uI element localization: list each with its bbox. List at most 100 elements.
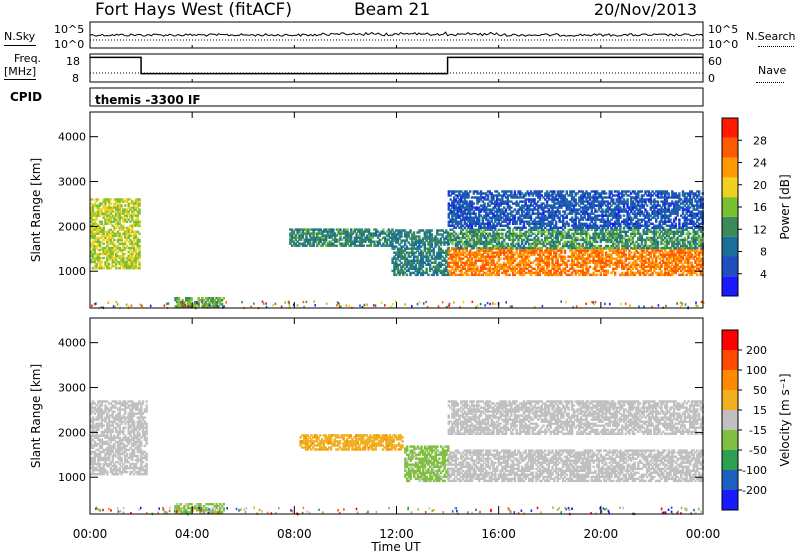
colorbar-cell — [722, 157, 738, 178]
colorbar-tick-label: 16 — [753, 201, 767, 214]
beam-title: Beam 21 — [354, 0, 431, 20]
colorbar-cell — [722, 410, 738, 430]
power-data — [90, 190, 705, 310]
nsearch-tick-low: 10^0 — [708, 38, 739, 51]
colorbar-tick-label: -100 — [742, 464, 767, 477]
freq-underline — [4, 79, 36, 80]
nave-tick-low: 0 — [708, 72, 715, 85]
x-tick-label: 08:00 — [277, 527, 312, 541]
velocity-colorbar-label: Velocity [m s⁻¹] — [778, 373, 792, 466]
colorbar-cell — [722, 330, 738, 350]
colorbar-tick-label: -200 — [742, 484, 767, 497]
colorbar-cell — [722, 370, 738, 390]
y-tick-label: 2000 — [58, 426, 86, 439]
velocity-yticks: 1000 2000 3000 4000 — [58, 337, 703, 484]
y-tick-label: 2000 — [58, 220, 86, 233]
colorbar-tick-label: 4 — [760, 268, 767, 281]
x-tick-label: 00:00 — [73, 527, 108, 541]
y-tick-label: 1000 — [58, 265, 86, 278]
colorbar-tick-label: -50 — [749, 444, 767, 457]
cpid-program: themis -3300 IF — [95, 93, 201, 107]
velocity-region-0 — [90, 400, 148, 476]
date-title: 20/Nov/2013 — [593, 0, 697, 19]
y-tick-label: 1000 — [58, 471, 86, 484]
colorbar-cell — [722, 350, 738, 370]
colorbar-cell — [722, 236, 738, 257]
colorbar-tick-label: 15 — [753, 404, 767, 417]
power-colorbar-label: Power [dB] — [778, 174, 792, 239]
power-colorbar-cells — [722, 118, 738, 296]
colorbar-cell — [722, 276, 738, 296]
power-ylabel: Slant Range [km] — [29, 158, 43, 262]
colorbar-cell — [722, 490, 738, 510]
power-colorbar-labels: 4 8 12 16 20 24 28 — [738, 134, 767, 281]
freq-trace — [90, 56, 703, 75]
nsearch-tick-high: 10^5 — [708, 23, 739, 36]
colorbar-tick-label: 50 — [753, 384, 767, 397]
freq-panel — [89, 53, 704, 83]
colorbar-tick-label: 20 — [753, 179, 767, 192]
colorbar-cell — [722, 118, 738, 138]
x-tick-label: 00:00 — [686, 527, 721, 541]
power-yticks: 1000 2000 3000 4000 — [58, 112, 704, 308]
colorbar-cell — [722, 177, 738, 198]
nave-label: Nave — [758, 64, 787, 77]
x-tick-label: 12:00 — [379, 527, 414, 541]
freq-unit-label: [MHz] — [4, 65, 37, 78]
colorbar-tick-label: 28 — [753, 134, 767, 147]
power-region-5 — [447, 228, 704, 250]
velocity-colorbar-labels: 200 100 50 15 -15 -50 -100 -200 — [738, 344, 767, 497]
nsky-tick-low: 10^0 — [54, 38, 85, 51]
colorbar-cell — [722, 197, 738, 217]
colorbar-tick-label: 100 — [746, 364, 767, 377]
colorbar-cell — [722, 137, 738, 158]
power-region-2 — [289, 228, 394, 247]
noise-sky-line — [89, 31, 704, 37]
colorbar-tick-label: 12 — [753, 223, 767, 236]
freq-label: Freq. — [14, 52, 42, 65]
y-tick-label: 4000 — [58, 131, 86, 144]
colorbar-tick-label: -15 — [749, 424, 767, 437]
power-colorbar: 4 8 12 16 20 24 28 Power [dB] — [721, 117, 792, 297]
power-panel: 1000 2000 3000 4000 Slant Range [km] — [29, 111, 705, 310]
freq-tick-low: 8 — [72, 72, 79, 85]
x-tick-label: 20:00 — [584, 527, 619, 541]
frequency-line — [90, 56, 703, 75]
colorbar-tick-label: 8 — [760, 246, 767, 259]
colorbar-cell — [722, 450, 738, 470]
nsearch-label: N.Search — [746, 30, 796, 43]
noise-trace — [89, 31, 704, 41]
noise-panel — [89, 21, 704, 49]
colorbar-cell — [722, 256, 738, 277]
freq-tick-high: 18 — [66, 55, 80, 68]
power-region-4 — [447, 247, 704, 277]
y-tick-label: 4000 — [58, 337, 86, 350]
power-region-3 — [391, 229, 450, 277]
power-region-1 — [174, 297, 225, 308]
xaxis-label: Time UT — [370, 540, 421, 554]
power-region-0 — [90, 198, 141, 270]
y-tick-label: 3000 — [58, 176, 86, 189]
colorbar-cell — [722, 430, 738, 450]
colorbar-cell — [722, 470, 738, 490]
velocity-panel: 1000 2000 3000 4000 00:00 04:00 08:00 12:00 16:… — [29, 317, 721, 554]
colorbar-cell — [722, 216, 738, 237]
nsky-underline — [4, 45, 36, 46]
x-tick-label: 16:00 — [481, 527, 516, 541]
power-region-6 — [447, 190, 704, 229]
nave-tick-high: 60 — [708, 55, 722, 68]
velocity-region-3 — [404, 445, 450, 483]
x-tick-label: 04:00 — [175, 527, 210, 541]
velocity-data — [90, 400, 704, 516]
velocity-region-5 — [447, 400, 704, 435]
cpid-label: CPID — [10, 90, 43, 104]
colorbar-cell — [722, 390, 738, 410]
velocity-xticks: 00:00 04:00 08:00 12:00 16:00 20:00 00:00 — [73, 318, 721, 541]
velocity-region-2 — [299, 434, 404, 451]
colorbar-tick-label: 24 — [753, 157, 767, 170]
cpid-panel — [89, 87, 704, 107]
colorbar-tick-label: 200 — [746, 344, 767, 357]
velocity-ylabel: Slant Range [km] — [29, 364, 43, 468]
velocity-colorbar: 200 100 50 15 -15 -50 -100 -200 Velocity [m s⁻¹… — [721, 329, 792, 511]
